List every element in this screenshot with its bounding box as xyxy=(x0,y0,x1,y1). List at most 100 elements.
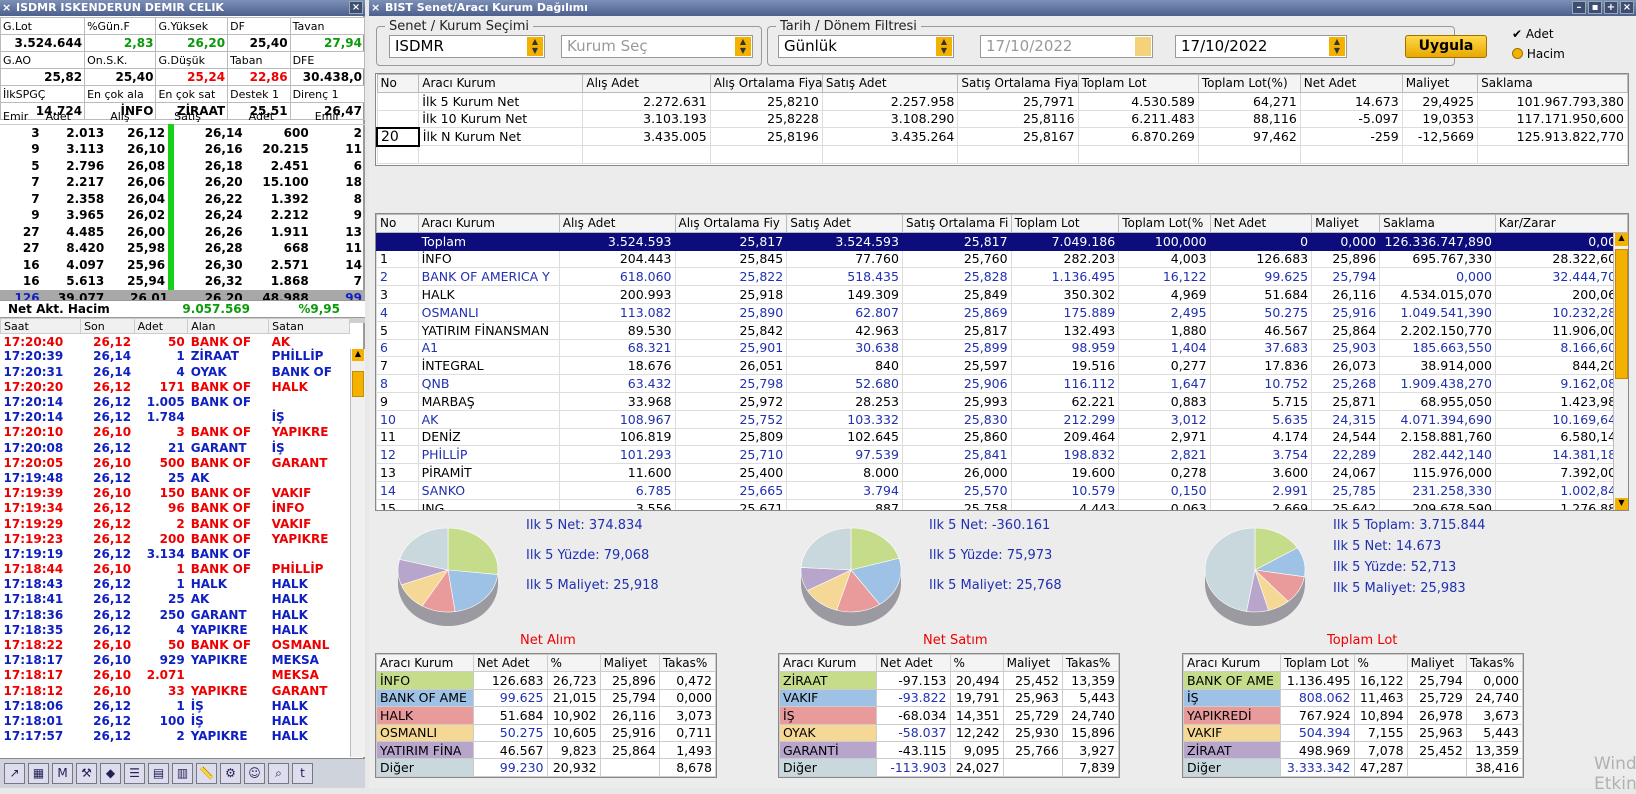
broker-row[interactable]: 7 İNTEGRAL 18.676 26,051 840 25,597 19.516 0,27… xyxy=(376,356,1628,376)
apply-button[interactable]: Uygula xyxy=(1405,35,1487,58)
minimize-button[interactable]: – xyxy=(1572,1,1586,14)
panel-row[interactable]: YAPIKREDİ 767.924 10,894 26,978 3,673 xyxy=(1183,706,1524,725)
panel-row[interactable]: Diğer -113.903 24,027 7,839 xyxy=(779,758,1120,777)
trade-row[interactable]: 17:20:39 26,14 1 ZİRAAT PHİLLİP xyxy=(1,349,350,364)
panel-row[interactable]: OYAK -58.037 12,242 25,930 15,896 xyxy=(779,723,1120,742)
depth-row[interactable]: 7 2.217 26,06 26,20 15.100 18 xyxy=(0,174,365,191)
scroll-up-icon[interactable]: ▲ xyxy=(352,349,364,361)
trade-row[interactable]: 17:18:17 26,10 2.071 MEKSA xyxy=(1,668,350,683)
panel-row[interactable]: OSMANLI 50.275 10,605 25,916 0,711 xyxy=(376,723,717,742)
panel-row[interactable]: ZİRAAT -97.153 20,494 25,452 13,359 xyxy=(779,671,1120,690)
alert-icon[interactable]: ◆ xyxy=(100,763,121,784)
grid-icon[interactable]: ▤ xyxy=(148,763,169,784)
broker-row[interactable]: 9 MARBAŞ 33.968 25,972 28.253 25,993 62.221 0,8… xyxy=(376,391,1628,411)
panel-row[interactable]: BANK OF AME 99.625 21,015 25,794 0,000 xyxy=(376,688,717,708)
broker-row[interactable]: 11 DENİZ 106.819 25,809 102.645 25,860 209.464… xyxy=(376,427,1628,447)
summary-row[interactable]: İlk 5 Kurum Net 2.272.631 25,8210 2.257.958… xyxy=(376,91,1628,111)
panel-row[interactable]: İŞ 808.062 11,463 25,729 24,740 xyxy=(1183,688,1524,708)
trade-row[interactable]: 17:20:31 26,14 4 OYAK BANK OF xyxy=(1,364,350,379)
depth-row[interactable]: 16 4.097 25,96 26,30 2.571 14 xyxy=(0,256,365,273)
broker-row[interactable]: 12 PHİLLİP 101.293 25,710 97.539 25,841 198.83… xyxy=(376,445,1628,465)
symbol-select[interactable]: ISDMR ▲ ▼ xyxy=(389,35,545,58)
trade-row[interactable]: 17:20:14 26,12 1.005 BANK OF xyxy=(1,394,350,409)
calc-icon[interactable]: ▦ xyxy=(28,763,49,784)
summary-row[interactable]: İlk 10 Kurum Net 3.103.193 25,8228 3.108.29… xyxy=(376,109,1628,129)
trade-row[interactable]: 17:20:14 26,12 1.784 İŞ xyxy=(1,410,350,425)
scroll-down-icon[interactable]: ▼ xyxy=(1615,498,1628,510)
broker-row[interactable]: 14 SANKO 6.785 25,665 3.794 25,570 10.579 0,150… xyxy=(376,480,1628,500)
close-button[interactable]: × xyxy=(349,1,363,14)
trade-row[interactable]: 17:19:29 26,12 2 BANK OF VAKIF xyxy=(1,516,350,531)
trade-row[interactable]: 17:19:34 26,12 96 BANK OF İNFO xyxy=(1,501,350,516)
panel-row[interactable]: Diğer 99.230 20,932 8,678 xyxy=(376,758,717,777)
trade-row[interactable]: 17:18:35 26,12 4 YAPIKRE HALK xyxy=(1,622,350,637)
close-icon[interactable]: × xyxy=(371,1,381,14)
panel-row[interactable]: HALK 51.684 10,902 26,116 3,073 xyxy=(376,706,717,725)
trade-row[interactable]: 17:18:22 26,10 50 BANK OF OSMANL xyxy=(1,637,350,652)
trade-row[interactable]: 17:20:10 26,10 3 BANK OF YAPIKRE xyxy=(1,425,350,440)
trade-row[interactable]: 17:20:20 26,12 171 BANK OF HALK xyxy=(1,379,350,394)
news-icon[interactable]: ☰ xyxy=(124,763,145,784)
broker-row[interactable]: 4 OSMANLI 113.082 25,890 62.807 25,869 175.889… xyxy=(376,302,1628,322)
search-icon[interactable]: ⌕ xyxy=(268,763,289,784)
broker-row[interactable]: 5 YATIRIM FİNANSMAN 89.530 25,842 42.963 25,8… xyxy=(376,320,1628,340)
trade-row[interactable]: 17:18:44 26,10 1 BANK OF PHİLLİP xyxy=(1,562,350,577)
panel-row[interactable]: Diğer 3.333.342 47,287 38,416 xyxy=(1183,758,1524,777)
broker-row[interactable]: 15 ING 3.556 25,671 887 25,758 4.443 0,063 2.669… xyxy=(376,498,1628,510)
broker-row[interactable]: 1 İNFO 204.443 25,845 77.760 25,760 282.203 4,0… xyxy=(376,249,1628,269)
panel-row[interactable]: GARANTİ -43.115 9,095 25,766 3,927 xyxy=(779,740,1120,760)
settings-icon[interactable]: ⚙ xyxy=(220,763,241,784)
hacim-option[interactable]: Hacim xyxy=(1512,47,1565,61)
panel-row[interactable]: İNFO 126.683 26,723 25,896 0,472 xyxy=(376,671,717,690)
trade-row[interactable]: 17:19:23 26,12 200 BANK OF YAPIKRE xyxy=(1,531,350,546)
scroll-thumb[interactable] xyxy=(352,371,364,397)
depth-row[interactable]: 27 4.485 26,00 26,26 1.911 13 xyxy=(0,223,365,240)
trade-row[interactable]: 17:19:48 26,12 25 AK xyxy=(1,470,350,485)
trade-row[interactable]: 17:18:41 26,12 25 AK HALK xyxy=(1,592,350,607)
trade-row[interactable]: 17:18:12 26,10 33 YAPIKRE GARANT xyxy=(1,683,350,698)
depth-row[interactable]: 16 5.613 25,94 26,32 1.868 7 xyxy=(0,273,365,290)
trade-row[interactable]: 17:18:01 26,12 100 İŞ HALK xyxy=(1,713,350,728)
trade-row[interactable]: 17:18:43 26,12 1 HALK HALK xyxy=(1,577,350,592)
depth-row[interactable]: 27 8.420 25,98 26,28 668 11 xyxy=(0,240,365,257)
trade-row[interactable]: 17:19:19 26,12 3.134 BANK OF xyxy=(1,546,350,561)
broker-row[interactable]: 8 QNB 63.432 25,798 52.680 25,906 116.112 1,647… xyxy=(376,374,1628,393)
trades-scrollbar[interactable]: ▲ xyxy=(350,349,365,757)
trade-row[interactable]: 17:20:40 26,12 50 BANK OF AK xyxy=(1,334,350,349)
date-to-field[interactable]: 17/10/2022 ▲ ▼ xyxy=(1175,35,1347,58)
trade-row[interactable]: 17:20:08 26,12 21 GARANT İŞ xyxy=(1,440,350,455)
close-button[interactable]: × xyxy=(1620,1,1634,14)
portfolio-icon[interactable]: ▥ xyxy=(172,763,193,784)
summary-row[interactable]: 20 İlk N Kurum Net 3.435.005 25,8196 3.435.2… xyxy=(376,126,1628,147)
depth-row[interactable]: 9 3.965 26,02 26,24 2.212 9 xyxy=(0,207,365,224)
kurum-select[interactable]: Kurum Seç ▲ ▼ xyxy=(561,35,753,58)
trade-row[interactable]: 17:18:06 26,12 1 İŞ HALK xyxy=(1,698,350,713)
trade-row[interactable]: 17:18:36 26,12 250 GARANT HALK xyxy=(1,607,350,622)
maximize-button[interactable]: + xyxy=(1604,1,1618,14)
broker-total-row[interactable]: Toplam 3.524.593 25,817 3.524.593 25,817 7.04… xyxy=(376,231,1628,251)
trade-row[interactable]: 17:19:39 26,10 150 BANK OF VAKIF xyxy=(1,486,350,501)
m-icon[interactable]: M xyxy=(52,763,73,784)
panel-row[interactable]: İŞ -68.034 14,351 25,729 24,740 xyxy=(779,706,1120,725)
depth-row[interactable]: 7 2.358 26,04 26,22 1.392 8 xyxy=(0,190,365,207)
panel-row[interactable]: ZİRAAT 498.969 7,078 25,452 13,359 xyxy=(1183,740,1524,760)
depth-row[interactable]: 5 2.796 26,08 26,18 2.451 6 xyxy=(0,157,365,174)
depth-row[interactable]: 3 2.013 26,12 26,14 600 2 xyxy=(0,124,365,141)
close-icon[interactable]: × xyxy=(2,1,12,14)
panel-row[interactable]: VAKIF 504.394 7,155 25,963 5,443 xyxy=(1183,723,1524,742)
panel-row[interactable]: BANK OF AME 1.136.495 16,122 25,794 0,000 xyxy=(1183,671,1524,690)
scroll-up-icon[interactable]: ▲ xyxy=(1615,233,1628,246)
broker-row[interactable]: 2 BANK OF AMERICA Y 618.060 25,822 518.435 25… xyxy=(376,267,1628,287)
period-select[interactable]: Günlük ▲ ▼ xyxy=(778,35,954,58)
restore-button[interactable]: ▪ xyxy=(1588,1,1602,14)
grid-scrollbar[interactable]: ▲ ▼ xyxy=(1613,233,1628,510)
trade-row[interactable]: 17:18:17 26,10 929 YAPIKRE MEKSA xyxy=(1,653,350,668)
broker-row[interactable]: 6 A1 68.321 25,901 30.638 25,899 98.959 1,404 37… xyxy=(376,338,1628,358)
adet-option[interactable]: ✔ Adet xyxy=(1512,27,1554,41)
date-from-field[interactable]: 17/10/2022 xyxy=(980,35,1153,58)
twitter-icon[interactable]: t xyxy=(292,763,313,784)
panel-row[interactable]: VAKIF -93.822 19,791 25,963 5,443 xyxy=(779,688,1120,708)
ruler-icon[interactable]: 📏 xyxy=(196,763,217,784)
scroll-thumb[interactable] xyxy=(1615,249,1628,379)
users-icon[interactable]: ☺ xyxy=(244,763,265,784)
